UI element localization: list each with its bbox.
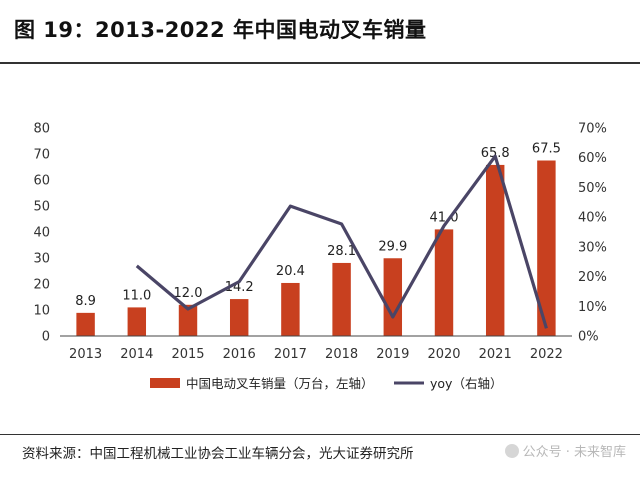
figure-title: 图 19：2013-2022 年中国电动叉车销量 bbox=[14, 18, 427, 42]
bar bbox=[127, 307, 147, 336]
bar-data-label: 12.0 bbox=[174, 286, 203, 301]
source-note: 资料来源：中国工程机械工业协会工业车辆分会，光大证券研究所 bbox=[22, 446, 414, 462]
bar bbox=[434, 229, 454, 336]
title-rule bbox=[0, 62, 640, 64]
x-tick-label: 2018 bbox=[325, 347, 358, 362]
legend: 中国电动叉车销量（万台，左轴） yoy（右轴） bbox=[150, 376, 502, 391]
bar-data-label: 67.5 bbox=[532, 142, 561, 157]
watermark-logo-icon bbox=[504, 444, 519, 458]
right-tick-label: 0% bbox=[578, 330, 599, 345]
left-tick-label: 30 bbox=[33, 252, 50, 267]
legend-line-label: yoy（右轴） bbox=[430, 376, 502, 391]
bar bbox=[485, 164, 505, 336]
bar bbox=[76, 312, 95, 336]
bar bbox=[383, 258, 403, 336]
left-tick-label: 60 bbox=[33, 174, 50, 189]
left-tick-label: 40 bbox=[33, 226, 50, 241]
legend-bar-label: 中国电动叉车销量（万台，左轴） bbox=[186, 376, 374, 391]
left-tick-label: 0 bbox=[42, 330, 50, 345]
bar-data-label: 28.1 bbox=[327, 244, 356, 259]
x-tick-label: 2019 bbox=[376, 347, 409, 362]
right-tick-label: 70% bbox=[578, 122, 607, 137]
watermark-text: 公众号 · 未来智库 bbox=[522, 445, 626, 460]
bar-data-label: 11.0 bbox=[122, 288, 151, 303]
bar bbox=[537, 160, 556, 336]
x-tick-label: 2015 bbox=[171, 347, 204, 362]
right-tick-label: 30% bbox=[578, 240, 607, 255]
x-tick-label: 2014 bbox=[120, 347, 153, 362]
left-tick-label: 10 bbox=[33, 304, 50, 319]
right-tick-label: 10% bbox=[578, 300, 607, 315]
right-tick-label: 60% bbox=[578, 151, 607, 166]
bar bbox=[281, 282, 300, 336]
x-axis-labels: 2013 2014 2015 2016 2017 2018 2019 2020 2021 2022 bbox=[69, 347, 563, 362]
legend-bar-swatch bbox=[150, 378, 180, 388]
bar-data-label: 20.4 bbox=[276, 264, 305, 279]
bar bbox=[178, 304, 198, 336]
bar-series bbox=[76, 160, 556, 336]
bar bbox=[332, 262, 351, 336]
left-axis-ticks: 0 10 20 30 40 50 60 70 80 bbox=[33, 122, 50, 345]
x-tick-label: 2020 bbox=[427, 347, 460, 362]
bar-data-label: 8.9 bbox=[75, 294, 96, 309]
bar-data-label: 65.8 bbox=[481, 146, 510, 161]
bar-data-label: 29.9 bbox=[378, 239, 407, 254]
watermark: 公众号 · 未来智库 bbox=[501, 441, 626, 460]
right-axis-ticks: 0% 10% 20% 30% 40% 50% 60% 70% bbox=[578, 122, 607, 345]
left-tick-label: 80 bbox=[33, 122, 50, 137]
left-tick-label: 50 bbox=[33, 200, 50, 215]
left-tick-label: 70 bbox=[33, 148, 50, 163]
x-tick-label: 2013 bbox=[69, 347, 102, 362]
x-tick-label: 2021 bbox=[479, 347, 512, 362]
yoy-line bbox=[135, 154, 548, 329]
bar bbox=[229, 299, 249, 336]
x-tick-label: 2017 bbox=[274, 347, 307, 362]
left-tick-label: 20 bbox=[33, 278, 50, 293]
x-tick-label: 2022 bbox=[530, 347, 563, 362]
bar-data-labels: 8.9 11.0 12.0 14.220.428.1 29.941.065.8 67.5 bbox=[75, 142, 561, 309]
source-rule bbox=[0, 434, 640, 435]
right-tick-label: 50% bbox=[578, 181, 607, 196]
right-tick-label: 40% bbox=[578, 211, 607, 226]
x-tick-label: 2016 bbox=[223, 347, 256, 362]
right-tick-label: 20% bbox=[578, 270, 607, 285]
chart: 0 10 20 30 40 50 60 70 80 0% 10% 20% 30% 40% 50% 60% 70… bbox=[33, 122, 607, 392]
